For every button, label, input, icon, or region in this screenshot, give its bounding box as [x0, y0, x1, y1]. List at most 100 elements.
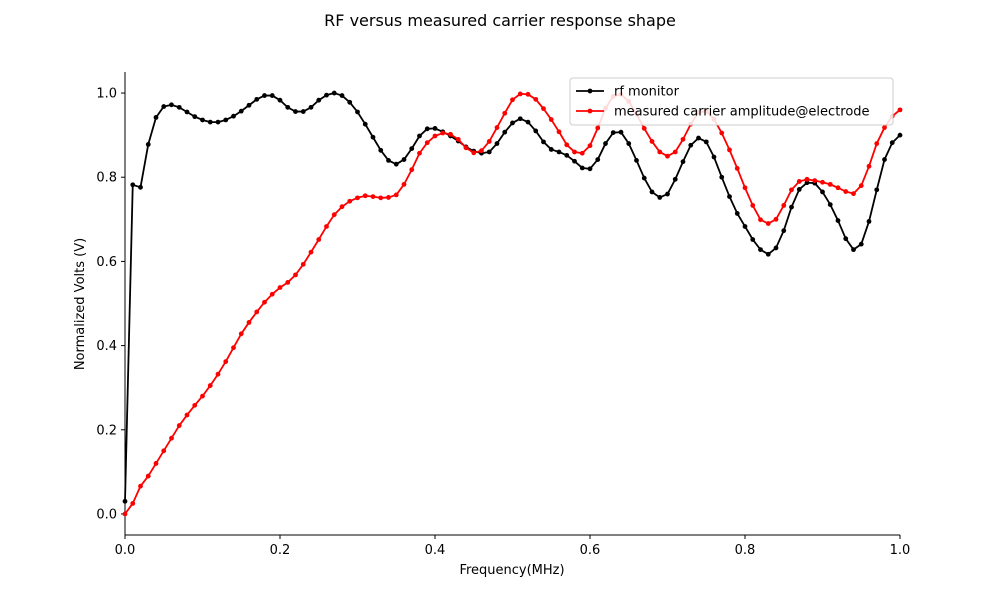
data-point-series-2	[231, 345, 236, 351]
data-point-series-1	[308, 104, 314, 110]
data-point-series-1	[316, 97, 322, 103]
data-point-series-1	[510, 120, 515, 126]
data-point-series-2	[293, 272, 298, 278]
data-point-series-1	[564, 152, 570, 158]
data-point-series-1	[556, 149, 562, 155]
data-point-series-2	[161, 448, 167, 454]
data-point-series-1	[610, 130, 616, 136]
data-point-series-2	[874, 141, 880, 146]
data-point-series-1	[750, 237, 756, 242]
data-point-series-2	[262, 299, 267, 305]
data-point-series-1	[432, 125, 438, 131]
data-point-series-2	[378, 195, 384, 201]
data-point-series-1	[277, 97, 283, 103]
data-point-series-2	[812, 178, 818, 183]
data-point-series-2	[804, 176, 810, 182]
data-point-series-1	[355, 109, 360, 115]
data-point-series-1	[517, 116, 523, 122]
data-point-series-1	[758, 247, 763, 253]
data-point-series-2	[269, 291, 275, 297]
data-point-series-1	[688, 142, 694, 148]
data-point-series-2	[424, 140, 430, 146]
data-point-series-1	[641, 175, 647, 181]
data-point-series-1	[897, 132, 903, 138]
data-point-series-2	[727, 147, 732, 153]
data-point-series-2	[184, 412, 190, 418]
data-point-series-2	[176, 423, 182, 428]
data-point-series-2	[657, 149, 663, 155]
data-point-series-2	[835, 185, 841, 191]
data-point-series-1	[417, 133, 422, 139]
data-point-series-2	[440, 130, 446, 136]
data-point-series-2	[347, 198, 353, 204]
data-point-series-1	[773, 245, 779, 251]
data-point-series-1	[851, 247, 856, 253]
data-point-series-1	[680, 159, 686, 165]
data-point-series-1	[804, 180, 810, 186]
data-point-series-2	[595, 125, 601, 131]
data-point-series-1	[324, 92, 329, 98]
data-point-series-1	[618, 129, 624, 135]
data-point-series-1	[827, 202, 833, 207]
data-point-series-2	[138, 483, 143, 489]
data-point-series-2	[471, 150, 477, 156]
x-axis-label: Frequency(MHz)	[459, 563, 564, 578]
data-point-series-2	[641, 125, 647, 131]
data-point-series-2	[486, 139, 492, 144]
data-point-series-1	[223, 117, 229, 123]
data-point-series-1	[161, 104, 167, 109]
data-point-series-2	[789, 187, 794, 193]
data-point-series-2	[781, 203, 787, 208]
data-point-series-2	[192, 402, 198, 408]
data-point-series-1	[548, 147, 554, 152]
data-point-series-1	[727, 194, 732, 199]
data-point-series-1	[696, 135, 701, 141]
data-point-series-2	[479, 148, 484, 154]
data-point-series-2	[355, 195, 360, 201]
data-point-series-1	[331, 90, 337, 96]
data-point-series-1	[176, 104, 182, 110]
data-point-series-1	[657, 195, 663, 200]
data-point-series-1	[486, 149, 492, 155]
data-point-series-1	[231, 113, 236, 119]
data-point-series-1	[835, 218, 841, 223]
data-point-series-1	[533, 128, 539, 134]
data-point-series-1	[703, 139, 709, 145]
y-tick-label: 1.0	[96, 87, 117, 102]
data-point-series-1	[145, 142, 151, 147]
data-point-series-2	[448, 131, 453, 137]
data-point-series-1	[734, 211, 740, 216]
data-point-series-2	[300, 261, 306, 267]
data-point-series-1	[169, 102, 174, 108]
data-point-series-2	[432, 133, 438, 139]
data-point-series-2	[316, 237, 322, 242]
data-point-series-1	[649, 189, 655, 195]
data-point-series-2	[362, 193, 368, 199]
legend: rf monitor measured carrier amplitude@ele…	[569, 77, 894, 126]
data-point-series-1	[409, 146, 415, 152]
data-point-series-1	[300, 109, 306, 114]
data-point-series-2	[409, 167, 415, 173]
data-point-series-1	[285, 104, 291, 110]
data-point-series-1	[153, 115, 159, 120]
data-point-series-2	[331, 212, 337, 218]
data-point-series-2	[533, 96, 539, 102]
data-point-series-2	[758, 217, 763, 223]
data-point-series-1	[765, 251, 771, 257]
data-point-series-2	[130, 501, 136, 506]
data-point-series-1	[130, 182, 136, 188]
data-point-series-2	[277, 285, 283, 290]
data-point-series-2	[750, 203, 756, 208]
data-point-series-1	[138, 184, 143, 190]
data-point-series-2	[796, 179, 802, 184]
data-point-series-1	[293, 109, 298, 114]
legend-label-2: measured carrier amplitude@electrode	[614, 105, 870, 120]
data-point-series-2	[455, 136, 461, 142]
data-point-series-2	[587, 143, 593, 149]
data-point-series-1	[347, 99, 353, 105]
data-point-series-2	[765, 221, 771, 226]
data-point-series-1	[603, 141, 608, 146]
x-tick-label: 0.6	[580, 543, 601, 558]
data-point-series-2	[564, 142, 570, 148]
data-point-series-2	[897, 107, 903, 113]
